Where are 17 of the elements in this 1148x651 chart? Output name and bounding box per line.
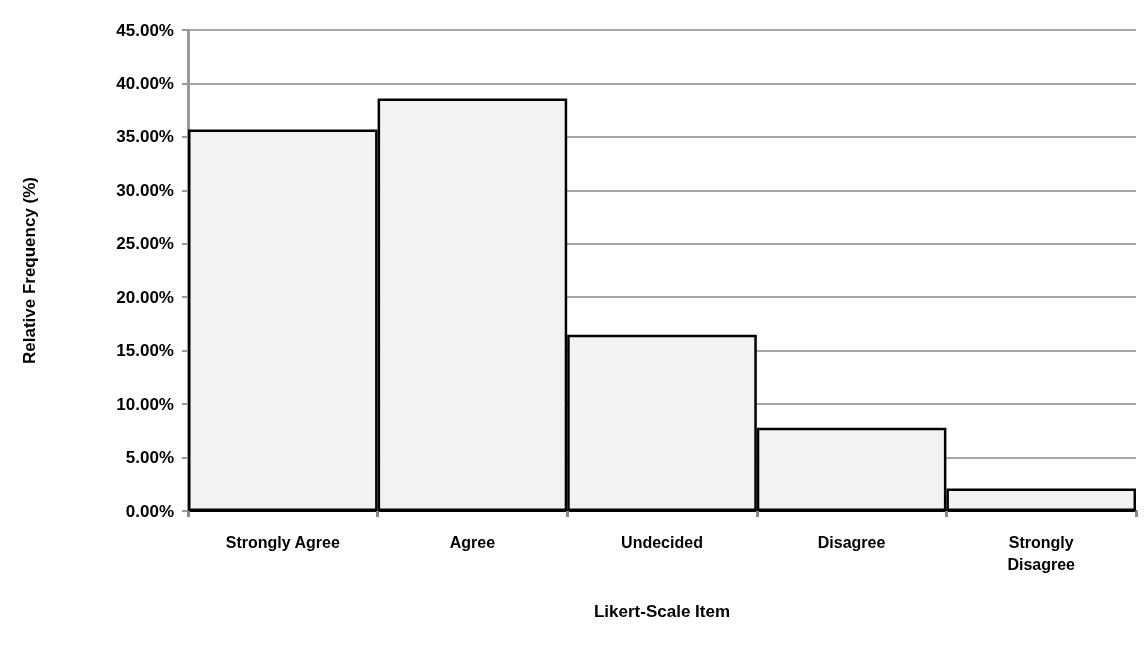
y-tick-label: 5.00%: [125, 448, 174, 468]
x-tick-label: Undecided: [621, 533, 703, 551]
y-tick-label: 10.00%: [116, 394, 174, 414]
y-tick-label: 20.00%: [116, 287, 174, 307]
y-tick-label: 35.00%: [116, 127, 174, 147]
y-tick-label: 25.00%: [116, 234, 174, 254]
y-tick-label: 40.00%: [116, 73, 174, 93]
x-tick-label: Agree: [449, 533, 496, 551]
y-tick-label: 0.00%: [125, 501, 174, 521]
y-tick-label: 45.00%: [116, 20, 174, 40]
x-tick-label: Strongly Agree: [225, 533, 340, 551]
x-axis-title: Likert-Scale Item: [593, 602, 731, 621]
y-axis-title: Relative Frequency (%): [20, 176, 39, 365]
x-tick-label: Disagree: [817, 533, 886, 551]
y-tick-label: 15.00%: [116, 341, 174, 361]
y-tick-label: 30.00%: [116, 180, 174, 200]
x-tick-label: Strongly Disagree: [1007, 533, 1076, 573]
